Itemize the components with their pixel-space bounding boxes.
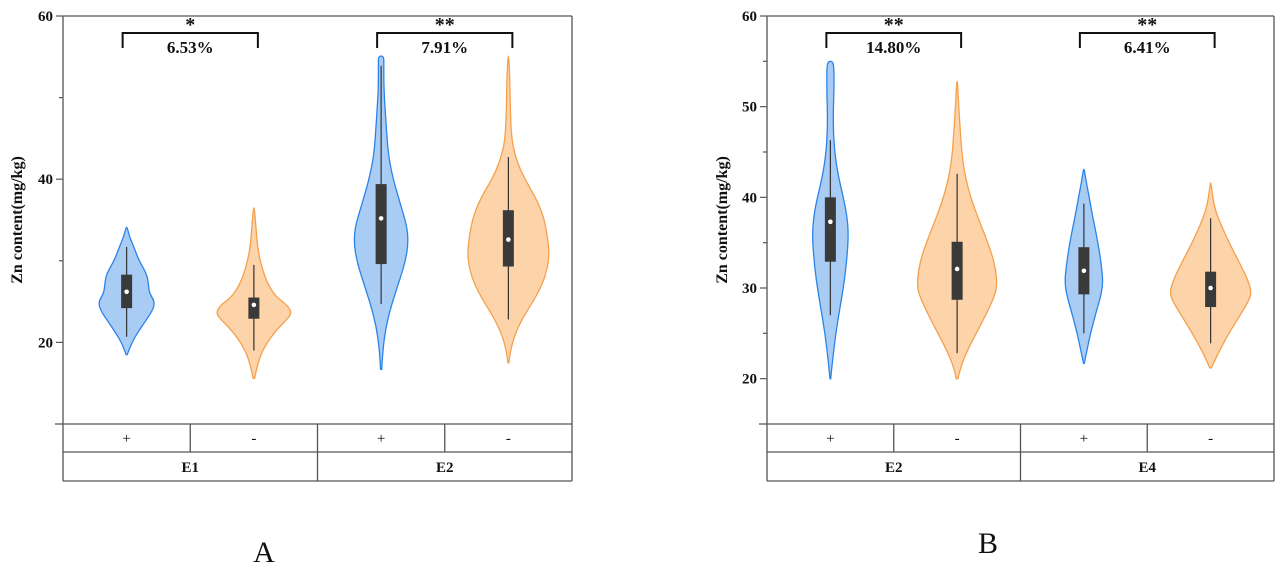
violin-e2-minus	[467, 55, 550, 364]
chart-panel-a: 20 40 60 Zn content(mg/kg) + - + - E1 E2 * 6.53% ** 7…	[9, 9, 573, 569]
significance-stars: **	[435, 14, 455, 36]
median-dot	[251, 302, 257, 308]
iqr-box	[248, 297, 260, 319]
significance-stars: **	[884, 14, 904, 36]
median-dot	[506, 237, 511, 242]
median-dot	[1081, 268, 1087, 274]
violin-e4-plus	[1064, 168, 1104, 364]
significance-bracket	[376, 32, 514, 48]
y-tick-label: 50	[742, 100, 757, 116]
iqr-box	[824, 197, 836, 262]
percent-difference-label: 6.41%	[1124, 38, 1171, 57]
group-label: E4	[1138, 460, 1156, 476]
group-label: E2	[885, 460, 903, 476]
median-dot	[378, 216, 384, 221]
y-tick-label: 20	[38, 335, 53, 351]
iqr-box	[375, 184, 387, 265]
category-label-plus: +	[1080, 431, 1088, 447]
violin-e2-minus	[916, 80, 998, 380]
median-dot	[828, 219, 833, 225]
y-axis-label: Zn content(mg/kg)	[714, 156, 731, 284]
y-tick-label: 30	[742, 281, 757, 297]
chart-panel-b: 20 30 40 50 60 Zn content(mg/kg) + - + - E2 E4 ** 14.…	[714, 9, 1275, 560]
significance-bracket	[825, 32, 963, 48]
panel-label: A	[253, 536, 275, 569]
median-dot	[124, 289, 129, 295]
category-label-minus: -	[1208, 431, 1213, 447]
group-label: E2	[436, 460, 454, 476]
group-label: E1	[181, 460, 199, 476]
category-label-plus: +	[377, 431, 385, 447]
percent-difference-label: 7.91%	[421, 38, 468, 57]
category-label-plus: +	[826, 431, 834, 447]
y-axis-label: Zn content(mg/kg)	[9, 156, 26, 284]
percent-difference-label: 14.80%	[866, 38, 921, 57]
category-label-minus: -	[955, 431, 960, 447]
significance-bracket	[1078, 32, 1216, 48]
significance-stars: *	[185, 14, 195, 36]
panel-label: B	[978, 527, 998, 560]
significance-stars: **	[1137, 14, 1157, 36]
y-tick-label: 60	[742, 9, 757, 25]
y-tick-label: 20	[742, 372, 757, 388]
violin-e4-minus	[1169, 182, 1252, 369]
category-label-plus: +	[122, 431, 130, 447]
median-dot	[954, 266, 960, 272]
category-label-minus: -	[506, 431, 511, 447]
median-dot	[1208, 285, 1213, 291]
y-tick-label: 60	[38, 9, 53, 25]
category-label-minus: -	[251, 431, 256, 447]
violin-e2-plus	[353, 55, 409, 370]
violin-e1-plus	[98, 226, 155, 356]
violin-e1-minus	[216, 207, 292, 379]
significance-bracket	[121, 32, 259, 48]
y-tick-label: 40	[742, 190, 757, 206]
violin-e2-plus	[812, 60, 849, 380]
y-tick-label: 40	[38, 172, 53, 188]
percent-difference-label: 6.53%	[167, 38, 214, 57]
